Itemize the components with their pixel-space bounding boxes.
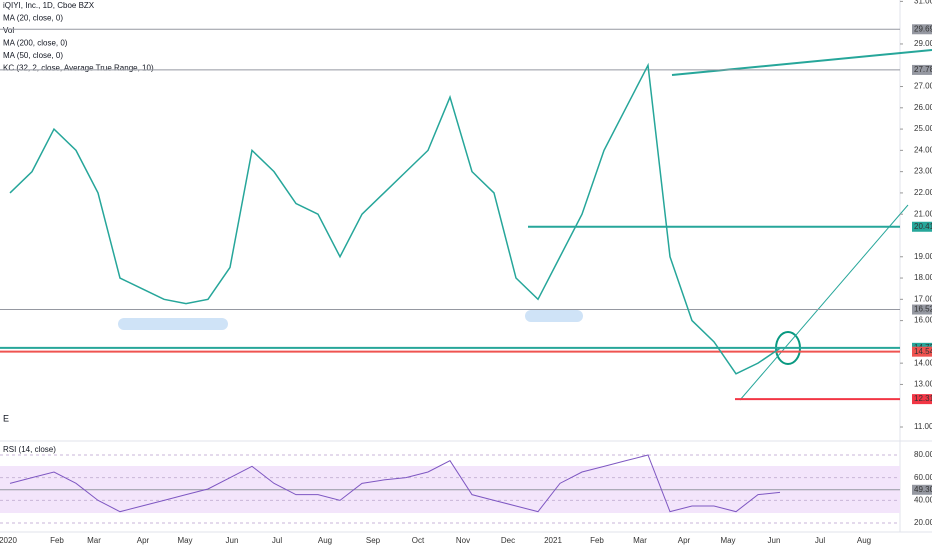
price-tick-label: 29.00 [914, 39, 932, 48]
rsi-line [9, 454, 781, 513]
level-badge [912, 394, 932, 405]
time-label: 2021 [544, 536, 562, 545]
time-label: Apr [137, 536, 150, 545]
level-label: 14.54 [914, 347, 932, 356]
level-badge [912, 24, 932, 35]
rsi-tick-label: 20.00 [914, 518, 932, 527]
price-tick-label: 16.00 [914, 316, 932, 325]
time-label: Jun [226, 536, 239, 545]
price-tick-label: 11.00 [914, 422, 932, 431]
highlight [525, 310, 583, 322]
time-label: Dec [501, 536, 515, 545]
legend-line: Vol [3, 26, 14, 35]
time-label: Mar [633, 536, 647, 545]
legend-line: KC (32, 2, close, Average True Range, 10… [3, 64, 154, 73]
level-label: 16.52 [914, 305, 932, 314]
time-label: Jul [815, 536, 825, 545]
time-label: Sep [366, 536, 381, 545]
rsi-level-label: 49.30 [914, 485, 932, 494]
price-tick-label: 13.00 [914, 380, 932, 389]
time-label: May [177, 536, 192, 545]
time-label: 2020 [0, 536, 17, 545]
legend-line: MA (50, close, 0) [3, 51, 63, 60]
time-label: Aug [318, 536, 332, 545]
price-tick-label: 22.00 [914, 188, 932, 197]
level-label: 12.31 [914, 394, 932, 403]
level-label: 27.78 [914, 65, 932, 74]
time-label: May [720, 536, 735, 545]
legend-line: iQIYI, Inc., 1D, Cboe BZX [3, 1, 95, 10]
level-label: 29.69 [914, 24, 932, 33]
rsi-badge [912, 484, 932, 495]
price-tick-label: 19.00 [914, 252, 932, 261]
time-label: Nov [456, 536, 470, 545]
time-label: Apr [678, 536, 691, 545]
price-tick-label: 18.00 [914, 273, 932, 282]
price-tick-label: 23.00 [914, 167, 932, 176]
rsi-title: RSI (14, close) [3, 445, 56, 454]
price-line [9, 62, 781, 375]
price-tick-label: 17.00 [914, 294, 932, 303]
rsi-tick-label: 80.00 [914, 450, 932, 459]
time-label: Jun [768, 536, 781, 545]
level-badge [912, 64, 932, 75]
time-label: Aug [857, 536, 871, 545]
price-tick-label: 24.00 [914, 145, 932, 154]
level-badge [912, 346, 932, 357]
time-label: Jul [272, 536, 282, 545]
legend-line: MA (200, close, 0) [3, 39, 68, 48]
earnings-marker[interactable]: E [3, 413, 9, 423]
time-label: Oct [412, 536, 425, 545]
time-label: Feb [590, 536, 604, 545]
level-badge [912, 221, 932, 232]
trend-line [671, 49, 932, 76]
level-label: 20.41 [914, 222, 932, 231]
highlight [118, 318, 228, 330]
rsi-tick-label: 40.00 [914, 495, 932, 504]
level-badge [912, 304, 932, 315]
price-tick-label: 14.00 [914, 358, 932, 367]
price-tick-label: 21.00 [914, 209, 932, 218]
price-tick-label: 27.00 [914, 82, 932, 91]
price-tick-label: 26.00 [914, 103, 932, 112]
price-tick-label: 25.00 [914, 124, 932, 133]
time-label: Mar [87, 536, 101, 545]
legend-line: MA (20, close, 0) [3, 14, 63, 23]
time-label: Feb [50, 536, 64, 545]
rsi-tick-label: 60.00 [914, 473, 932, 482]
trend-line [739, 204, 909, 401]
price-tick-label: 31.00 [914, 0, 932, 6]
